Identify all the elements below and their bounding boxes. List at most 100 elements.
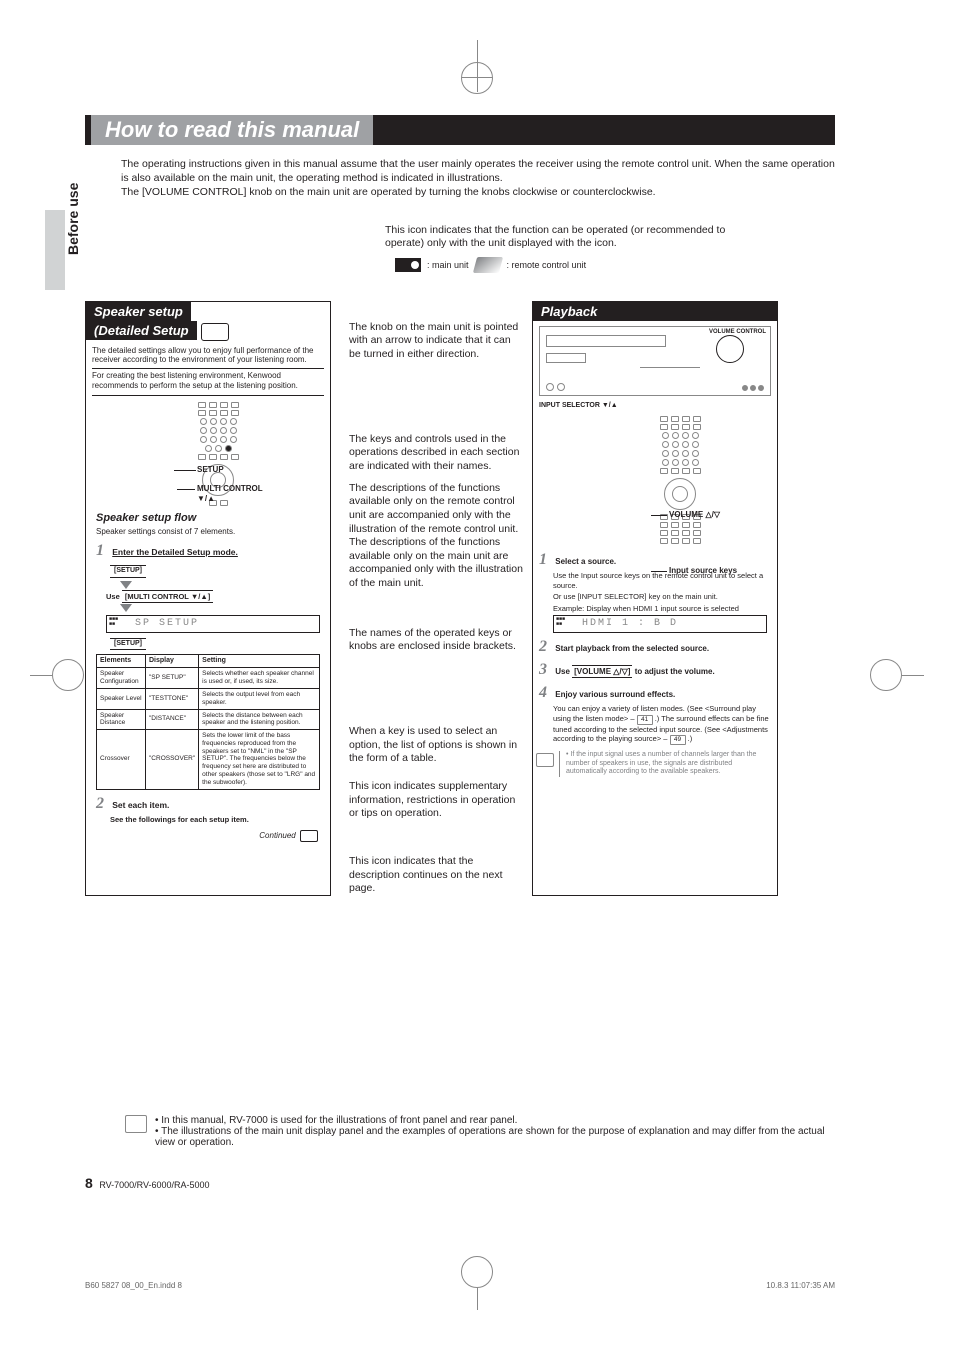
pb-step-2-num: 2 (539, 637, 553, 656)
remote-unit-label: : remote control unit (507, 260, 587, 270)
annotation-keys-2: The descriptions of the functions availa… (349, 482, 524, 591)
model-numbers: RV-7000/RV-6000/RA-5000 (99, 1180, 209, 1190)
table-cell: Sets the lower limit of the bass frequen… (199, 730, 320, 790)
table-cell: Speaker Configuration (97, 668, 146, 689)
indesign-footer: B60 5827 08_00_En.indd 8 10.8.3 11:07:35… (85, 1281, 835, 1290)
step-2-row: 2 Set each item. (96, 794, 324, 813)
table-row: Speaker Distance"DISTANCE"Selects the di… (97, 709, 320, 730)
vol-control-label: VOLUME CONTROL (709, 329, 766, 336)
annotation-continued: This icon indicates that the description… (339, 855, 524, 896)
pb-display-text: HDMI 1 : B D (582, 618, 678, 630)
step-1-text: Enter the Detailed Setup mode. (112, 547, 238, 557)
pb-step-3: 3 Use [VOLUME △/▽] to adjust the volume. (539, 660, 771, 679)
table-cell: Speaker Distance (97, 709, 146, 730)
annotation-keys: The keys and controls used in the operat… (349, 433, 524, 474)
annotation-column: The knob on the main unit is pointed wit… (339, 301, 524, 896)
page-title-bar: How to read this manual (85, 115, 835, 145)
playback-title: Playback (533, 302, 777, 321)
pb-step-3-post: to adjust the volume. (635, 667, 715, 676)
th-setting: Setting (199, 654, 320, 667)
note-icon (536, 753, 554, 767)
callout-arrows: ▼/▲ (197, 494, 215, 504)
table-cell: Selects whether each speaker channel is … (199, 668, 320, 689)
pb-step-4-d2b: .) (688, 734, 693, 743)
setup-button-label-2: [SETUP] (110, 638, 146, 650)
annotation-icon-meaning: This icon indicates that the function ca… (385, 224, 735, 251)
page-continue-icon (300, 830, 318, 842)
intro-text: The operating instructions given in this… (121, 157, 835, 200)
playback-example: Playback VOLUME CONTROL (532, 301, 778, 896)
pb-step-2-text: Start playback from the selected source. (555, 644, 709, 653)
main-unit-icon (395, 258, 421, 272)
main-unit-label: : main unit (427, 260, 469, 270)
annotation-icon-meaning-block: This icon indicates that the function ca… (385, 224, 735, 273)
use-label: Use (106, 592, 120, 601)
step-1-row: 1 Enter the Detailed Setup mode. (96, 541, 324, 560)
footer-notes: In this manual, RV-7000 is used for the … (85, 1115, 835, 1148)
speaker-setup-note: For creating the best listening environm… (92, 371, 324, 390)
cropmark-bottom (457, 1270, 497, 1310)
page-number-row: 8 RV-7000/RV-6000/RA-5000 (85, 1175, 210, 1191)
playback-remote-figure (650, 416, 710, 544)
cropmark-right (884, 655, 924, 695)
display-text: SP SETUP (135, 618, 199, 630)
table-cell: Selects the output level from each speak… (199, 688, 320, 709)
pageref-49: 49 (670, 735, 686, 745)
input-selector-label: INPUT SELECTOR ▼/▲ (539, 402, 771, 410)
down-arrow-icon (120, 581, 132, 589)
pb-step-1-d1: Use the Input source keys on the remote … (553, 571, 771, 590)
playback-note-text: If the input signal uses a number of cha… (566, 751, 756, 775)
speaker-setup-desc: The detailed settings allow you to enjoy… (92, 346, 324, 365)
main-unit-figure: VOLUME CONTROL (539, 326, 771, 396)
intro-line-2: The [VOLUME CONTROL] knob on the main un… (121, 185, 835, 199)
multi-button-label: [MULTI CONTROL ▼/▲] (122, 590, 213, 603)
pb-step-1-d3: Example: Display when HDMI 1 input sourc… (553, 604, 771, 613)
see-followings: See the followings for each setup item. (110, 815, 324, 824)
table-row: Crossover"CROSSOVER"Sets the lower limit… (97, 730, 320, 790)
setup-button-label: [SETUP] (110, 565, 146, 577)
annotation-knob: The knob on the main unit is pointed wit… (339, 321, 524, 362)
page-number: 8 (85, 1175, 93, 1191)
section-label: Before use (65, 183, 81, 255)
playback-note: • If the input signal uses a number of c… (559, 751, 771, 776)
table-cell: "TESTTONE" (146, 688, 199, 709)
flow-title: Speaker setup flow (96, 512, 324, 525)
step-1-num: 1 (96, 541, 110, 560)
page-title: How to read this manual (91, 115, 373, 145)
page-content: How to read this manual The operating in… (85, 115, 835, 896)
footer-note-2: The illustrations of the main unit displ… (155, 1126, 835, 1148)
pb-step-3-num: 3 (539, 660, 553, 679)
annotation-brackets: The names of the operated keys or knobs … (339, 627, 524, 654)
pb-step-1-text: Select a source. (555, 557, 616, 566)
indd-timestamp: 10.8.3 11:07:35 AM (766, 1281, 835, 1290)
table-cell: Speaker Level (97, 688, 146, 709)
pb-step-4-num: 4 (539, 683, 553, 702)
table-row: Speaker Configuration"SP SETUP"Selects w… (97, 668, 320, 689)
pb-display-sim: ■■■■■ HDMI 1 : B D (553, 615, 767, 633)
pageref-41: 41 (637, 715, 653, 725)
pb-step-3-key: [VOLUME △/▽] (572, 665, 632, 678)
pb-step-1-d2: Or use [INPUT SELECTOR] key on the main … (553, 592, 771, 601)
table-row: Speaker Level"TESTTONE"Selects the outpu… (97, 688, 320, 709)
footer-note-1: In this manual, RV-7000 is used for the … (155, 1115, 835, 1126)
callout-setup: SETUP (197, 465, 224, 475)
callout-multi: MULTI CONTROL (197, 484, 263, 494)
pb-step-4-d1b: .) (655, 714, 660, 723)
down-arrow-icon-2 (120, 604, 132, 612)
pb-step-1: 1 Select a source. Use the Input source … (539, 550, 771, 633)
cropmark-left (30, 655, 70, 695)
step-2-num: 2 (96, 794, 110, 813)
table-cell: Selects the distance between each speake… (199, 709, 320, 730)
remote-unit-icon (472, 257, 502, 273)
pb-step-3-pre: Use (555, 667, 572, 676)
annotation-supplementary: This icon indicates supplementary inform… (349, 780, 524, 821)
pb-step-4: 4 Enjoy various surround effects. You ca… (539, 683, 771, 745)
indd-file: B60 5827 08_00_En.indd 8 (85, 1281, 182, 1290)
speaker-setup-example: Speaker setup (Detailed Setup The detail… (85, 301, 331, 896)
display-simulation: ■■■■■ SP SETUP (106, 615, 320, 633)
footer-note-icon (125, 1115, 147, 1133)
intro-line-1: The operating instructions given in this… (121, 157, 835, 185)
volume-arrows-label: VOLUME △/▽ (669, 510, 720, 520)
pb-step-2: 2 Start playback from the selected sourc… (539, 637, 771, 656)
pb-step-1-num: 1 (539, 550, 553, 569)
